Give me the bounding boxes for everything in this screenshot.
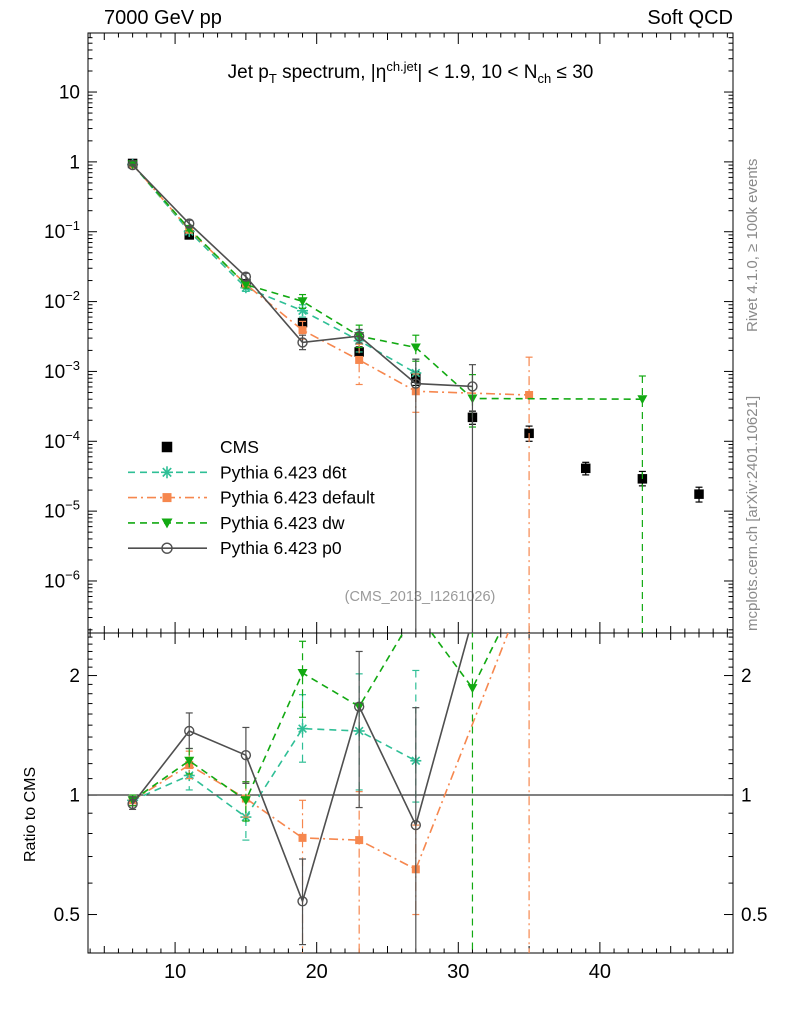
svg-text:1: 1 bbox=[69, 152, 80, 173]
beam-label: 7000 GeV pp bbox=[104, 7, 222, 29]
svg-text:20: 20 bbox=[306, 961, 328, 983]
title-segment: ch.jet bbox=[386, 59, 418, 74]
svg-text:10−6: 10−6 bbox=[44, 567, 80, 592]
legend-item-cms: CMS bbox=[161, 437, 259, 457]
legend: CMS Pythia 6.423 d6t Pythia 6.423 default P… bbox=[128, 437, 375, 558]
svg-text:1: 1 bbox=[69, 786, 80, 807]
legend-item-pythia-6-423-dw: Pythia 6.423 dw bbox=[128, 513, 345, 533]
series-pythia-6-423-dw bbox=[127, 160, 648, 633]
series-pythia-6-423-d6t bbox=[127, 158, 422, 391]
svg-text:2: 2 bbox=[741, 666, 752, 687]
svg-text:10−5: 10−5 bbox=[44, 498, 80, 523]
title-segment: T bbox=[268, 71, 277, 86]
svg-text:0.5: 0.5 bbox=[54, 905, 80, 926]
panel-frames bbox=[87, 32, 734, 954]
svg-text:10−2: 10−2 bbox=[44, 288, 80, 313]
svg-text:10−3: 10−3 bbox=[44, 358, 80, 383]
svg-text:30: 30 bbox=[447, 961, 469, 983]
svg-text:1: 1 bbox=[741, 786, 752, 807]
legend-label: Pythia 6.423 dw bbox=[220, 513, 345, 533]
svg-text:10−4: 10−4 bbox=[44, 428, 80, 453]
legend-item-pythia-6-423-p0: Pythia 6.423 p0 bbox=[128, 538, 342, 558]
svg-text:10−1: 10−1 bbox=[44, 218, 80, 243]
legend-label: CMS bbox=[220, 437, 259, 457]
axis-ticks bbox=[88, 33, 733, 953]
svg-text:0.5: 0.5 bbox=[741, 905, 767, 926]
main-panel-series bbox=[127, 158, 704, 633]
legend-label: Pythia 6.423 d6t bbox=[220, 462, 347, 482]
svg-text:10: 10 bbox=[164, 961, 186, 983]
axis-labels: 10 1 10−1 10−2 10−3 10−4 10−5 10−6 2 2 1 1 0.5 0.5 10 2… bbox=[44, 83, 767, 983]
legend-item-pythia-6-423-default: Pythia 6.423 default bbox=[128, 488, 375, 508]
series-pythia-6-423-dw bbox=[127, 633, 501, 953]
analysis-watermark: (CMS_2013_I1261026) bbox=[344, 589, 496, 605]
svg-text:10: 10 bbox=[59, 83, 80, 104]
ratio-panel-series bbox=[127, 633, 530, 953]
plot-title: Jet pT spectrum, |ηch.jet| < 1.9, 10 < N… bbox=[88, 59, 733, 86]
legend-label: Pythia 6.423 p0 bbox=[220, 538, 342, 558]
legend-item-pythia-6-423-d6t: Pythia 6.423 d6t bbox=[128, 462, 347, 482]
title-segment: ch bbox=[537, 71, 552, 86]
svg-text:40: 40 bbox=[589, 961, 611, 983]
title-segment: ≤ 30 bbox=[551, 62, 594, 83]
process-label: Soft QCD bbox=[647, 7, 733, 29]
title-segment: spectrum, |η bbox=[276, 62, 387, 83]
series-pythia-6-423-p0 bbox=[127, 159, 478, 633]
series-pythia-6-423-p0 bbox=[127, 633, 470, 953]
legend-label: Pythia 6.423 default bbox=[220, 488, 375, 508]
title-segment: Jet p bbox=[227, 62, 269, 83]
title-segment: | < 1.9, 10 < N bbox=[417, 62, 538, 83]
svg-text:2: 2 bbox=[69, 666, 80, 687]
